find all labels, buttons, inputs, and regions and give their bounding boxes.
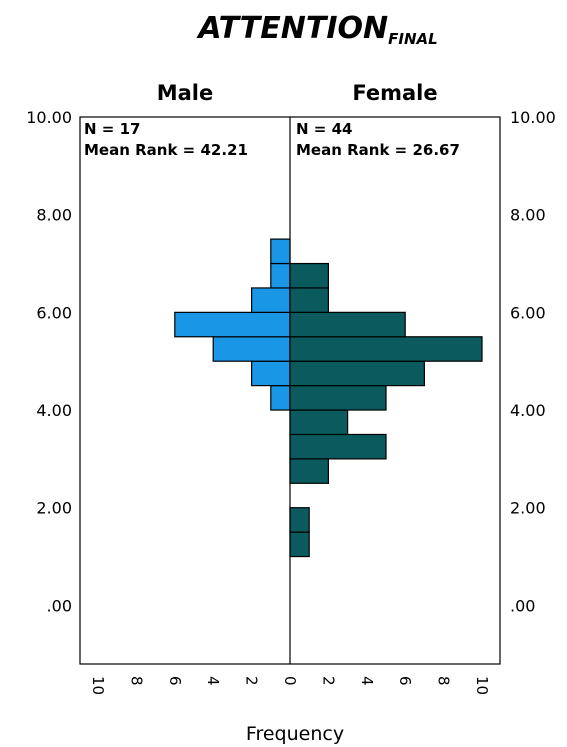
x-tick-label-left-3: 4 — [204, 676, 222, 686]
male-group-label: Male — [157, 81, 214, 105]
x-tick-label-right-4: 8 — [435, 676, 453, 686]
female-bars — [289, 262, 483, 558]
y-tick-label-left-5: 10.00 — [26, 108, 72, 127]
y-tick-label-right-5: 10.00 — [510, 108, 556, 127]
x-tick-label-left-1: 8 — [127, 676, 145, 686]
x-tick-label-right-1: 2 — [319, 676, 337, 686]
x-tick-label-left-2: 6 — [166, 676, 184, 686]
male-bar-3 — [174, 311, 291, 338]
female-n-label: N = 44 — [296, 120, 352, 138]
left-y-axis: .00 2.00 4.00 6.00 8.00 10.00 — [26, 108, 72, 615]
y-tick-label-right-3: 6.00 — [510, 303, 546, 322]
y-tick-label-right-2: 4.00 — [510, 401, 546, 420]
y-tick-label-left-0: .00 — [47, 596, 72, 615]
female-bar-0 — [289, 531, 310, 558]
male-bar-2 — [212, 336, 291, 362]
male-bar-1 — [251, 360, 291, 387]
male-mean-rank-label: Mean Rank = 42.21 — [84, 141, 248, 159]
female-mean-rank-label: Mean Rank = 26.67 — [296, 141, 460, 159]
y-tick-label-left-3: 6.00 — [36, 303, 72, 322]
chart-title: ATTENTIONFINAL — [196, 11, 437, 48]
male-bar-5 — [270, 262, 291, 289]
male-bar-0 — [270, 385, 291, 411]
x-tick-label-right-3: 6 — [396, 676, 414, 686]
male-bar-6 — [270, 238, 291, 265]
x-tick-label-left-4: 2 — [243, 676, 261, 686]
female-bar-1 — [289, 507, 310, 533]
female-bar-4 — [289, 409, 349, 436]
x-axis-ticks: 10 8 6 4 2 0 2 4 6 8 10 — [89, 676, 491, 695]
female-bar-3 — [289, 433, 387, 460]
male-n-label: N = 17 — [84, 120, 140, 138]
x-tick-label-right-5: 10 — [473, 676, 491, 695]
x-tick-label-left-0: 10 — [89, 676, 107, 695]
x-axis-label: Frequency — [246, 723, 344, 745]
female-bar-7 — [289, 336, 483, 362]
y-tick-label-left-2: 4.00 — [36, 401, 72, 420]
male-bars — [174, 238, 291, 411]
y-tick-label-left-1: 2.00 — [36, 499, 72, 518]
female-bar-10 — [289, 262, 330, 289]
female-bar-8 — [289, 311, 406, 338]
female-bar-6 — [289, 360, 425, 387]
y-tick-label-left-4: 8.00 — [36, 206, 72, 225]
y-tick-label-right-4: 8.00 — [510, 206, 546, 225]
chart-title-subscript: FINAL — [388, 30, 438, 48]
chart-title-main: ATTENTION — [196, 11, 388, 46]
female-bar-9 — [289, 287, 330, 313]
male-bar-4 — [251, 287, 291, 313]
x-tick-label-left-5: 0 — [281, 676, 299, 686]
female-bar-5 — [289, 385, 387, 411]
y-tick-label-right-1: 2.00 — [510, 499, 546, 518]
right-y-axis: .00 2.00 4.00 6.00 8.00 10.00 — [510, 108, 556, 615]
x-tick-label-right-2: 4 — [358, 676, 376, 686]
female-bar-2 — [289, 458, 330, 484]
female-group-label: Female — [352, 81, 437, 105]
y-tick-label-right-0: .00 — [510, 596, 535, 615]
